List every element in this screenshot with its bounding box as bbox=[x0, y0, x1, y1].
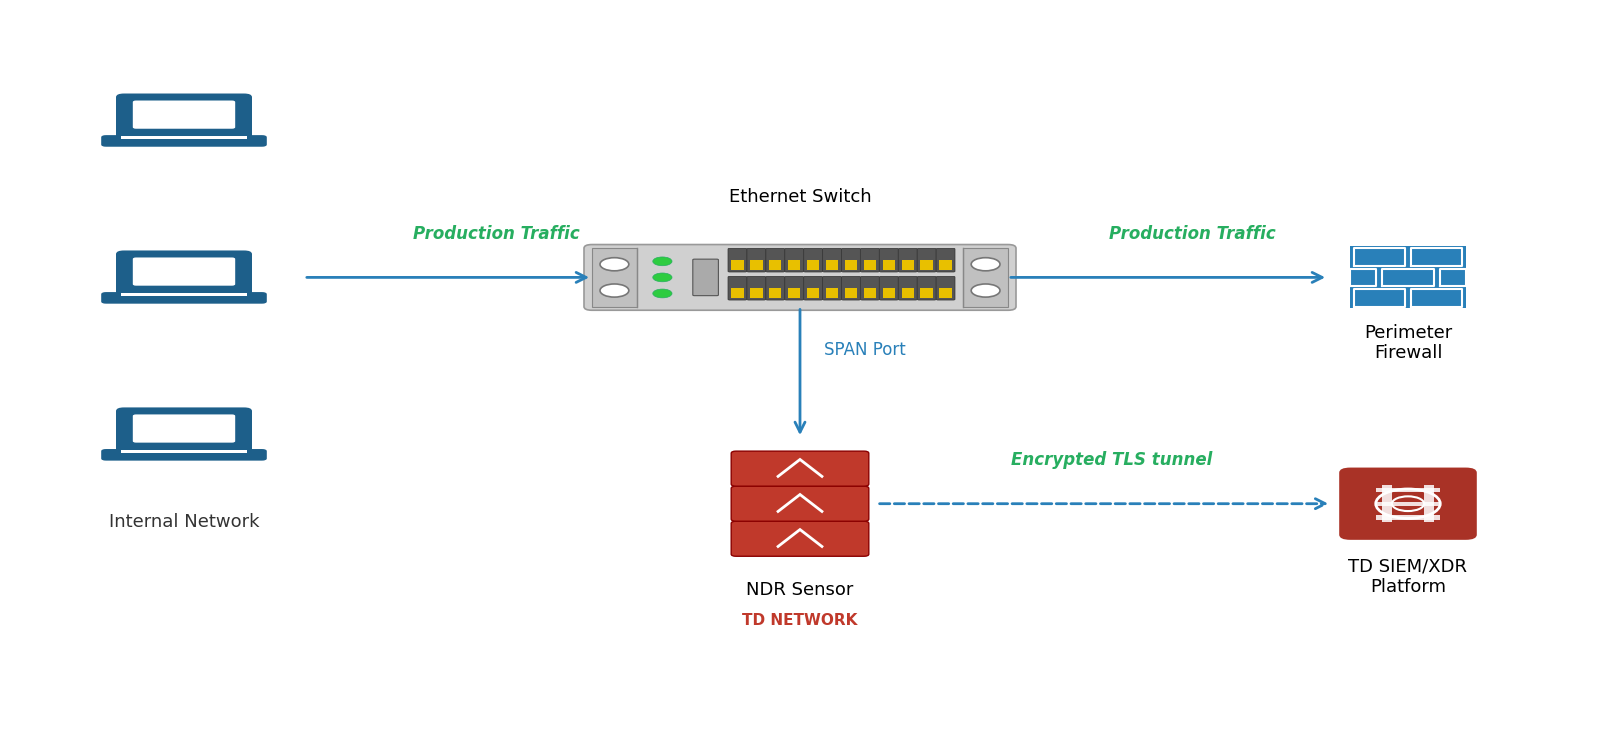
Bar bbox=[1382, 269, 1434, 286]
Bar bbox=[920, 260, 933, 270]
Circle shape bbox=[653, 257, 672, 266]
Bar bbox=[750, 288, 763, 298]
FancyBboxPatch shape bbox=[786, 277, 803, 300]
FancyBboxPatch shape bbox=[899, 248, 917, 272]
FancyBboxPatch shape bbox=[1339, 468, 1477, 540]
FancyBboxPatch shape bbox=[786, 248, 803, 272]
FancyBboxPatch shape bbox=[822, 277, 842, 300]
FancyBboxPatch shape bbox=[880, 277, 898, 300]
Bar bbox=[806, 288, 819, 298]
Text: Internal Network: Internal Network bbox=[109, 513, 259, 531]
Bar bbox=[787, 260, 800, 270]
Bar bbox=[826, 260, 838, 270]
Circle shape bbox=[600, 284, 629, 297]
FancyBboxPatch shape bbox=[747, 248, 766, 272]
Bar bbox=[1376, 515, 1440, 520]
FancyBboxPatch shape bbox=[117, 93, 253, 141]
FancyBboxPatch shape bbox=[101, 135, 267, 147]
Bar bbox=[806, 260, 819, 270]
Bar bbox=[1354, 248, 1405, 266]
FancyBboxPatch shape bbox=[936, 277, 955, 300]
FancyBboxPatch shape bbox=[133, 415, 235, 442]
Bar bbox=[787, 288, 800, 298]
Bar bbox=[731, 288, 744, 298]
Bar bbox=[1440, 269, 1466, 286]
FancyBboxPatch shape bbox=[842, 248, 861, 272]
Text: TD NETWORK: TD NETWORK bbox=[742, 613, 858, 628]
Bar bbox=[1350, 269, 1376, 286]
Bar bbox=[845, 260, 858, 270]
FancyBboxPatch shape bbox=[731, 486, 869, 521]
Bar bbox=[901, 288, 914, 298]
Bar bbox=[963, 248, 1008, 307]
Bar bbox=[1376, 488, 1440, 492]
Bar bbox=[750, 260, 763, 270]
FancyBboxPatch shape bbox=[728, 248, 747, 272]
Bar bbox=[122, 450, 248, 453]
Bar bbox=[770, 260, 781, 270]
Bar bbox=[1411, 289, 1462, 307]
FancyBboxPatch shape bbox=[584, 245, 1016, 310]
Circle shape bbox=[653, 289, 672, 298]
FancyBboxPatch shape bbox=[693, 259, 718, 296]
FancyBboxPatch shape bbox=[133, 101, 235, 128]
Bar bbox=[122, 136, 248, 139]
Bar bbox=[883, 260, 894, 270]
Bar bbox=[939, 288, 952, 298]
FancyBboxPatch shape bbox=[842, 277, 861, 300]
Text: NDR Sensor: NDR Sensor bbox=[746, 581, 854, 599]
Bar bbox=[1350, 247, 1466, 308]
Bar bbox=[864, 288, 877, 298]
Bar bbox=[731, 260, 744, 270]
Text: Ethernet Switch: Ethernet Switch bbox=[728, 188, 872, 206]
FancyBboxPatch shape bbox=[117, 407, 253, 455]
Bar bbox=[920, 288, 933, 298]
Bar bbox=[939, 260, 952, 270]
FancyBboxPatch shape bbox=[731, 451, 869, 486]
FancyBboxPatch shape bbox=[861, 277, 880, 300]
FancyBboxPatch shape bbox=[803, 277, 822, 300]
Text: Production Traffic: Production Traffic bbox=[1109, 225, 1275, 242]
FancyBboxPatch shape bbox=[766, 277, 784, 300]
Circle shape bbox=[600, 258, 629, 271]
FancyBboxPatch shape bbox=[822, 248, 842, 272]
FancyBboxPatch shape bbox=[747, 277, 766, 300]
Bar bbox=[826, 288, 838, 298]
Bar bbox=[901, 260, 914, 270]
Circle shape bbox=[971, 258, 1000, 271]
FancyBboxPatch shape bbox=[936, 248, 955, 272]
Bar bbox=[1354, 289, 1405, 307]
Text: TD SIEM/XDR
Platform: TD SIEM/XDR Platform bbox=[1349, 557, 1467, 596]
Bar bbox=[1382, 485, 1392, 523]
FancyBboxPatch shape bbox=[803, 248, 822, 272]
FancyBboxPatch shape bbox=[917, 248, 936, 272]
Bar bbox=[1424, 485, 1434, 523]
Text: Production Traffic: Production Traffic bbox=[413, 225, 579, 242]
Bar bbox=[1411, 248, 1462, 266]
FancyBboxPatch shape bbox=[728, 277, 747, 300]
Text: SPAN Port: SPAN Port bbox=[824, 342, 906, 359]
Circle shape bbox=[971, 284, 1000, 297]
FancyBboxPatch shape bbox=[766, 248, 784, 272]
Bar bbox=[845, 288, 858, 298]
Bar bbox=[770, 288, 781, 298]
Circle shape bbox=[653, 273, 672, 282]
FancyBboxPatch shape bbox=[861, 248, 880, 272]
Bar bbox=[592, 248, 637, 307]
Bar bbox=[883, 288, 894, 298]
Bar bbox=[122, 293, 248, 296]
FancyBboxPatch shape bbox=[899, 277, 917, 300]
FancyBboxPatch shape bbox=[133, 258, 235, 285]
FancyBboxPatch shape bbox=[880, 248, 898, 272]
Bar bbox=[864, 260, 877, 270]
FancyBboxPatch shape bbox=[101, 292, 267, 304]
Bar bbox=[1376, 502, 1440, 506]
FancyBboxPatch shape bbox=[731, 521, 869, 556]
FancyBboxPatch shape bbox=[117, 250, 253, 298]
Text: Perimeter
Firewall: Perimeter Firewall bbox=[1363, 323, 1453, 363]
Text: Encrypted TLS tunnel: Encrypted TLS tunnel bbox=[1011, 451, 1213, 469]
FancyBboxPatch shape bbox=[101, 449, 267, 461]
FancyBboxPatch shape bbox=[917, 277, 936, 300]
